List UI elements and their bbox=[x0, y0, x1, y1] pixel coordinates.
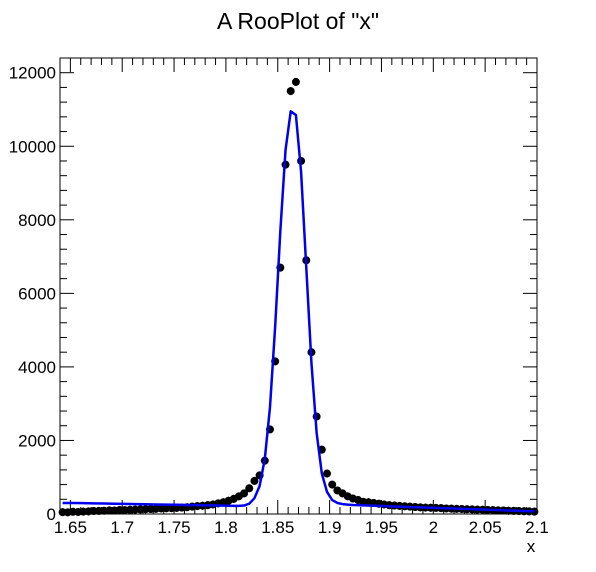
x-tick-label: 1.9 bbox=[318, 518, 342, 537]
data-point bbox=[240, 489, 249, 498]
x-tick-label: 1.65 bbox=[54, 518, 87, 537]
x-tick-label: 2 bbox=[429, 518, 438, 537]
y-tick-label: 2000 bbox=[18, 431, 56, 450]
data-point bbox=[245, 484, 254, 493]
fit-curve bbox=[62, 110, 535, 513]
plot-frame bbox=[59, 57, 538, 515]
x-axis: 1.65 1.7 1.75 1.8 1.85 1.9 1.95 2 2.05 2.1 bbox=[54, 58, 549, 537]
x-tick-label: 1.95 bbox=[365, 518, 398, 537]
x-tick-label: 2.05 bbox=[469, 518, 502, 537]
x-tick-label: 1.85 bbox=[261, 518, 294, 537]
x-tick-label: 2.1 bbox=[525, 518, 549, 537]
x-axis-label: x bbox=[527, 537, 536, 556]
data-point bbox=[250, 476, 259, 485]
chart-title: A RooPlot of "x" bbox=[217, 8, 379, 34]
y-tick-label: 6000 bbox=[18, 284, 56, 303]
y-axis: 0 2000 4000 6000 8000 10000 12000 bbox=[9, 57, 537, 524]
x-tick-label: 1.7 bbox=[110, 518, 134, 537]
y-tick-label: 10000 bbox=[9, 137, 56, 156]
fit-curve-line bbox=[62, 110, 535, 513]
x-tick-label: 1.75 bbox=[158, 518, 191, 537]
x-tick-label: 1.8 bbox=[214, 518, 238, 537]
y-tick-label: 4000 bbox=[18, 358, 56, 377]
data-point bbox=[530, 507, 539, 516]
data-point bbox=[323, 469, 332, 478]
data-points bbox=[58, 77, 539, 517]
data-point bbox=[286, 87, 295, 96]
y-tick-label: 12000 bbox=[9, 64, 56, 83]
y-tick-label: 8000 bbox=[18, 211, 56, 230]
data-point bbox=[291, 77, 300, 86]
y-tick-label: 0 bbox=[47, 505, 56, 524]
data-point bbox=[328, 480, 337, 489]
